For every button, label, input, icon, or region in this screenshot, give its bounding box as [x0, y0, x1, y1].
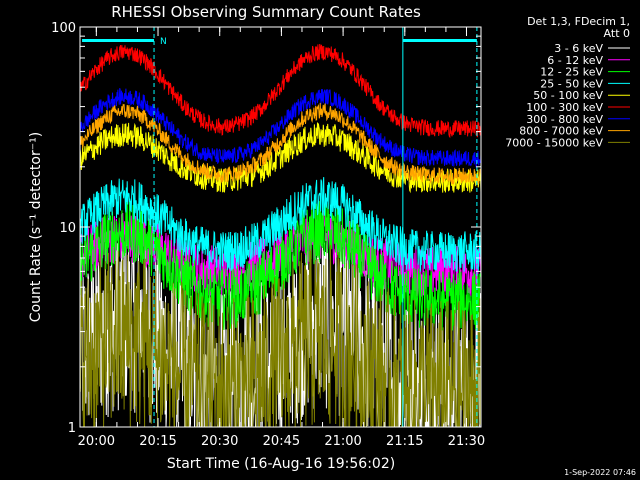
legend-header-line1: Det 1,3, FDecim 1, [527, 15, 630, 28]
legend-label: 100 - 300 keV [526, 101, 603, 114]
x-tick-label: 20:45 [263, 434, 300, 449]
series-line [80, 102, 481, 186]
series-line [80, 43, 481, 139]
legend-label: 25 - 50 keV [540, 77, 603, 90]
y-tick-label: 100 [51, 21, 76, 36]
x-axis-ticks: 20:00 20:15 20:30 20:45 21:00 21:15 21:30 [78, 27, 485, 449]
legend-label: 7000 - 15000 keV [505, 136, 603, 149]
legend-label: 800 - 7000 keV [519, 125, 603, 138]
flag-bar [402, 39, 477, 42]
x-tick-label: 20:00 [78, 434, 115, 449]
legend-label: 6 - 12 keV [547, 54, 603, 67]
y-tick-label: 10 [59, 221, 76, 236]
legend-label: 300 - 800 keV [526, 113, 603, 126]
series-line [80, 200, 481, 331]
legend-header: Det 1,3, FDecim 1, Att 0 [527, 15, 630, 40]
x-tick-label: 21:15 [386, 434, 423, 449]
series-layer [80, 43, 481, 427]
footer-timestamp: 1-Sep-2022 07:46 [564, 468, 636, 477]
y-axis-ticks: 1 10 100 [51, 21, 481, 436]
legend-label: 50 - 100 keV [533, 89, 603, 102]
chart-title: RHESSI Observing Summary Count Rates [111, 3, 421, 21]
y-tick-label: 1 [68, 421, 76, 436]
x-tick-label: 21:30 [448, 434, 485, 449]
series-line [80, 177, 481, 272]
legend-label: 12 - 25 keV [540, 66, 603, 79]
x-tick-label: 20:30 [201, 434, 238, 449]
x-tick-label: 20:15 [139, 434, 176, 449]
series-line [80, 244, 481, 427]
x-axis-label: Start Time (16-Aug-16 19:56:02) [167, 456, 395, 472]
x-tick-label: 21:00 [324, 434, 361, 449]
series-line [80, 87, 481, 168]
legend-label: 3 - 6 keV [554, 42, 603, 55]
y-axis-label: Count Rate (s⁻¹ detector⁻¹) [28, 132, 44, 322]
flag-marker-label: N [160, 37, 167, 47]
flag-bar [82, 39, 155, 42]
legend-header-line2: Att 0 [604, 27, 630, 40]
